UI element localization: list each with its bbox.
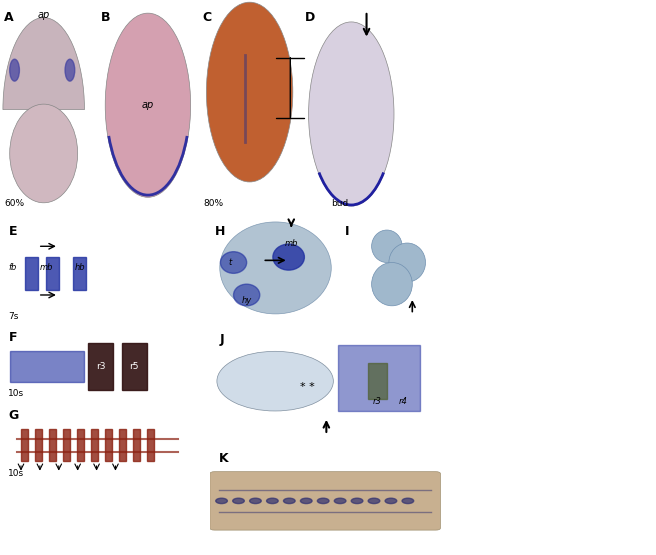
Bar — [147, 430, 154, 461]
Circle shape — [308, 22, 394, 206]
Text: r3: r3 — [96, 362, 106, 371]
Text: mb: mb — [285, 239, 298, 248]
Circle shape — [234, 284, 260, 306]
Bar — [35, 430, 43, 461]
Text: fb: fb — [9, 264, 17, 273]
Text: F: F — [9, 331, 17, 344]
Circle shape — [335, 498, 346, 503]
Text: bud: bud — [331, 199, 348, 208]
FancyBboxPatch shape — [210, 472, 440, 530]
Bar — [122, 343, 147, 390]
Text: 10s: 10s — [9, 389, 24, 398]
Bar — [25, 257, 38, 290]
Text: mb: mb — [39, 264, 53, 273]
Circle shape — [233, 498, 244, 503]
Ellipse shape — [10, 104, 77, 203]
Text: 10s: 10s — [9, 469, 24, 478]
Text: 7s: 7s — [9, 312, 19, 321]
Bar — [73, 257, 86, 290]
Text: J: J — [219, 334, 224, 346]
Bar — [133, 430, 140, 461]
Text: 80%: 80% — [204, 199, 224, 208]
Text: C: C — [203, 11, 212, 24]
Circle shape — [220, 252, 247, 274]
Bar — [91, 430, 98, 461]
Circle shape — [371, 263, 413, 306]
Circle shape — [216, 498, 228, 503]
Circle shape — [318, 498, 329, 503]
Text: E: E — [9, 225, 17, 238]
Circle shape — [389, 243, 426, 282]
Text: * *: * * — [300, 382, 315, 392]
Bar — [338, 345, 420, 411]
Text: A: A — [4, 11, 14, 24]
Text: r3: r3 — [373, 397, 382, 406]
Text: ap: ap — [142, 100, 154, 110]
Circle shape — [10, 59, 20, 81]
Text: r4: r4 — [399, 397, 407, 406]
Circle shape — [266, 498, 278, 503]
Circle shape — [351, 498, 363, 503]
Text: t: t — [228, 258, 231, 267]
Text: hb: hb — [75, 264, 85, 273]
Circle shape — [217, 351, 333, 411]
Circle shape — [385, 498, 397, 503]
Text: I: I — [345, 225, 350, 238]
Circle shape — [402, 498, 414, 503]
Text: H: H — [215, 225, 226, 238]
Text: G: G — [9, 409, 18, 422]
Bar — [63, 430, 70, 461]
Text: ap: ap — [37, 11, 50, 21]
Circle shape — [368, 498, 380, 503]
Circle shape — [283, 498, 295, 503]
Ellipse shape — [220, 222, 331, 314]
Bar — [49, 430, 56, 461]
Text: hy: hy — [241, 296, 252, 305]
Text: r5: r5 — [130, 362, 139, 371]
Bar — [10, 351, 84, 382]
Bar — [368, 364, 387, 399]
Circle shape — [250, 498, 261, 503]
Ellipse shape — [207, 2, 293, 182]
Circle shape — [273, 244, 304, 270]
Text: B: B — [101, 11, 111, 24]
Text: K: K — [219, 452, 229, 465]
Text: D: D — [304, 11, 315, 24]
Circle shape — [300, 498, 312, 503]
Bar — [21, 430, 28, 461]
Bar — [46, 257, 59, 290]
Wedge shape — [3, 18, 85, 110]
Bar — [88, 343, 113, 390]
Circle shape — [105, 13, 191, 198]
Bar — [119, 430, 127, 461]
Circle shape — [65, 59, 75, 81]
Bar — [105, 430, 112, 461]
Bar — [77, 430, 85, 461]
Circle shape — [371, 230, 402, 263]
Text: 60%: 60% — [4, 199, 24, 208]
